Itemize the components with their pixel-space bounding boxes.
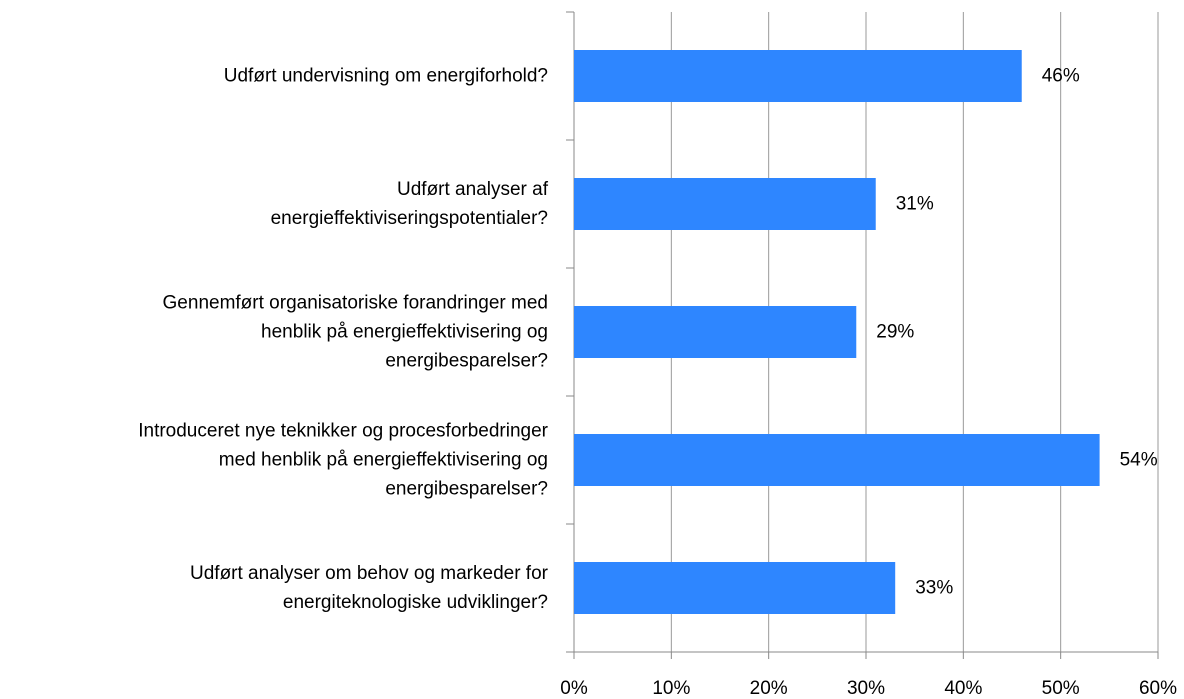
y-tick-label: Gennemført organisatoriske forandringer … [162,292,548,372]
bar [574,306,857,358]
data-label: 54% [1119,449,1158,471]
x-tick-label: 0% [560,678,588,699]
x-tick-label: 40% [944,678,983,699]
x-tick-label: 50% [1041,678,1080,699]
data-label: 29% [876,321,915,343]
data-label: 33% [915,577,954,599]
bar [574,562,896,614]
bar [574,50,1022,102]
x-tick-label: 10% [652,678,691,699]
bar [574,434,1100,486]
data-label: 46% [1041,65,1080,87]
y-tick-label: Udført undervisning om energiforhold? [223,65,548,87]
y-tick-label: Udført analyser af energieffektivisering… [270,179,548,229]
y-tick-label: Introduceret nye teknikker og procesforb… [138,420,548,500]
x-tick-label: 30% [846,678,886,699]
x-tick-label: 60% [1138,678,1178,699]
y-tick-label: Udført analyser om behov og markeder for… [190,563,548,613]
bar [574,178,876,230]
data-label: 31% [895,193,934,215]
x-tick-label: 20% [749,678,788,699]
